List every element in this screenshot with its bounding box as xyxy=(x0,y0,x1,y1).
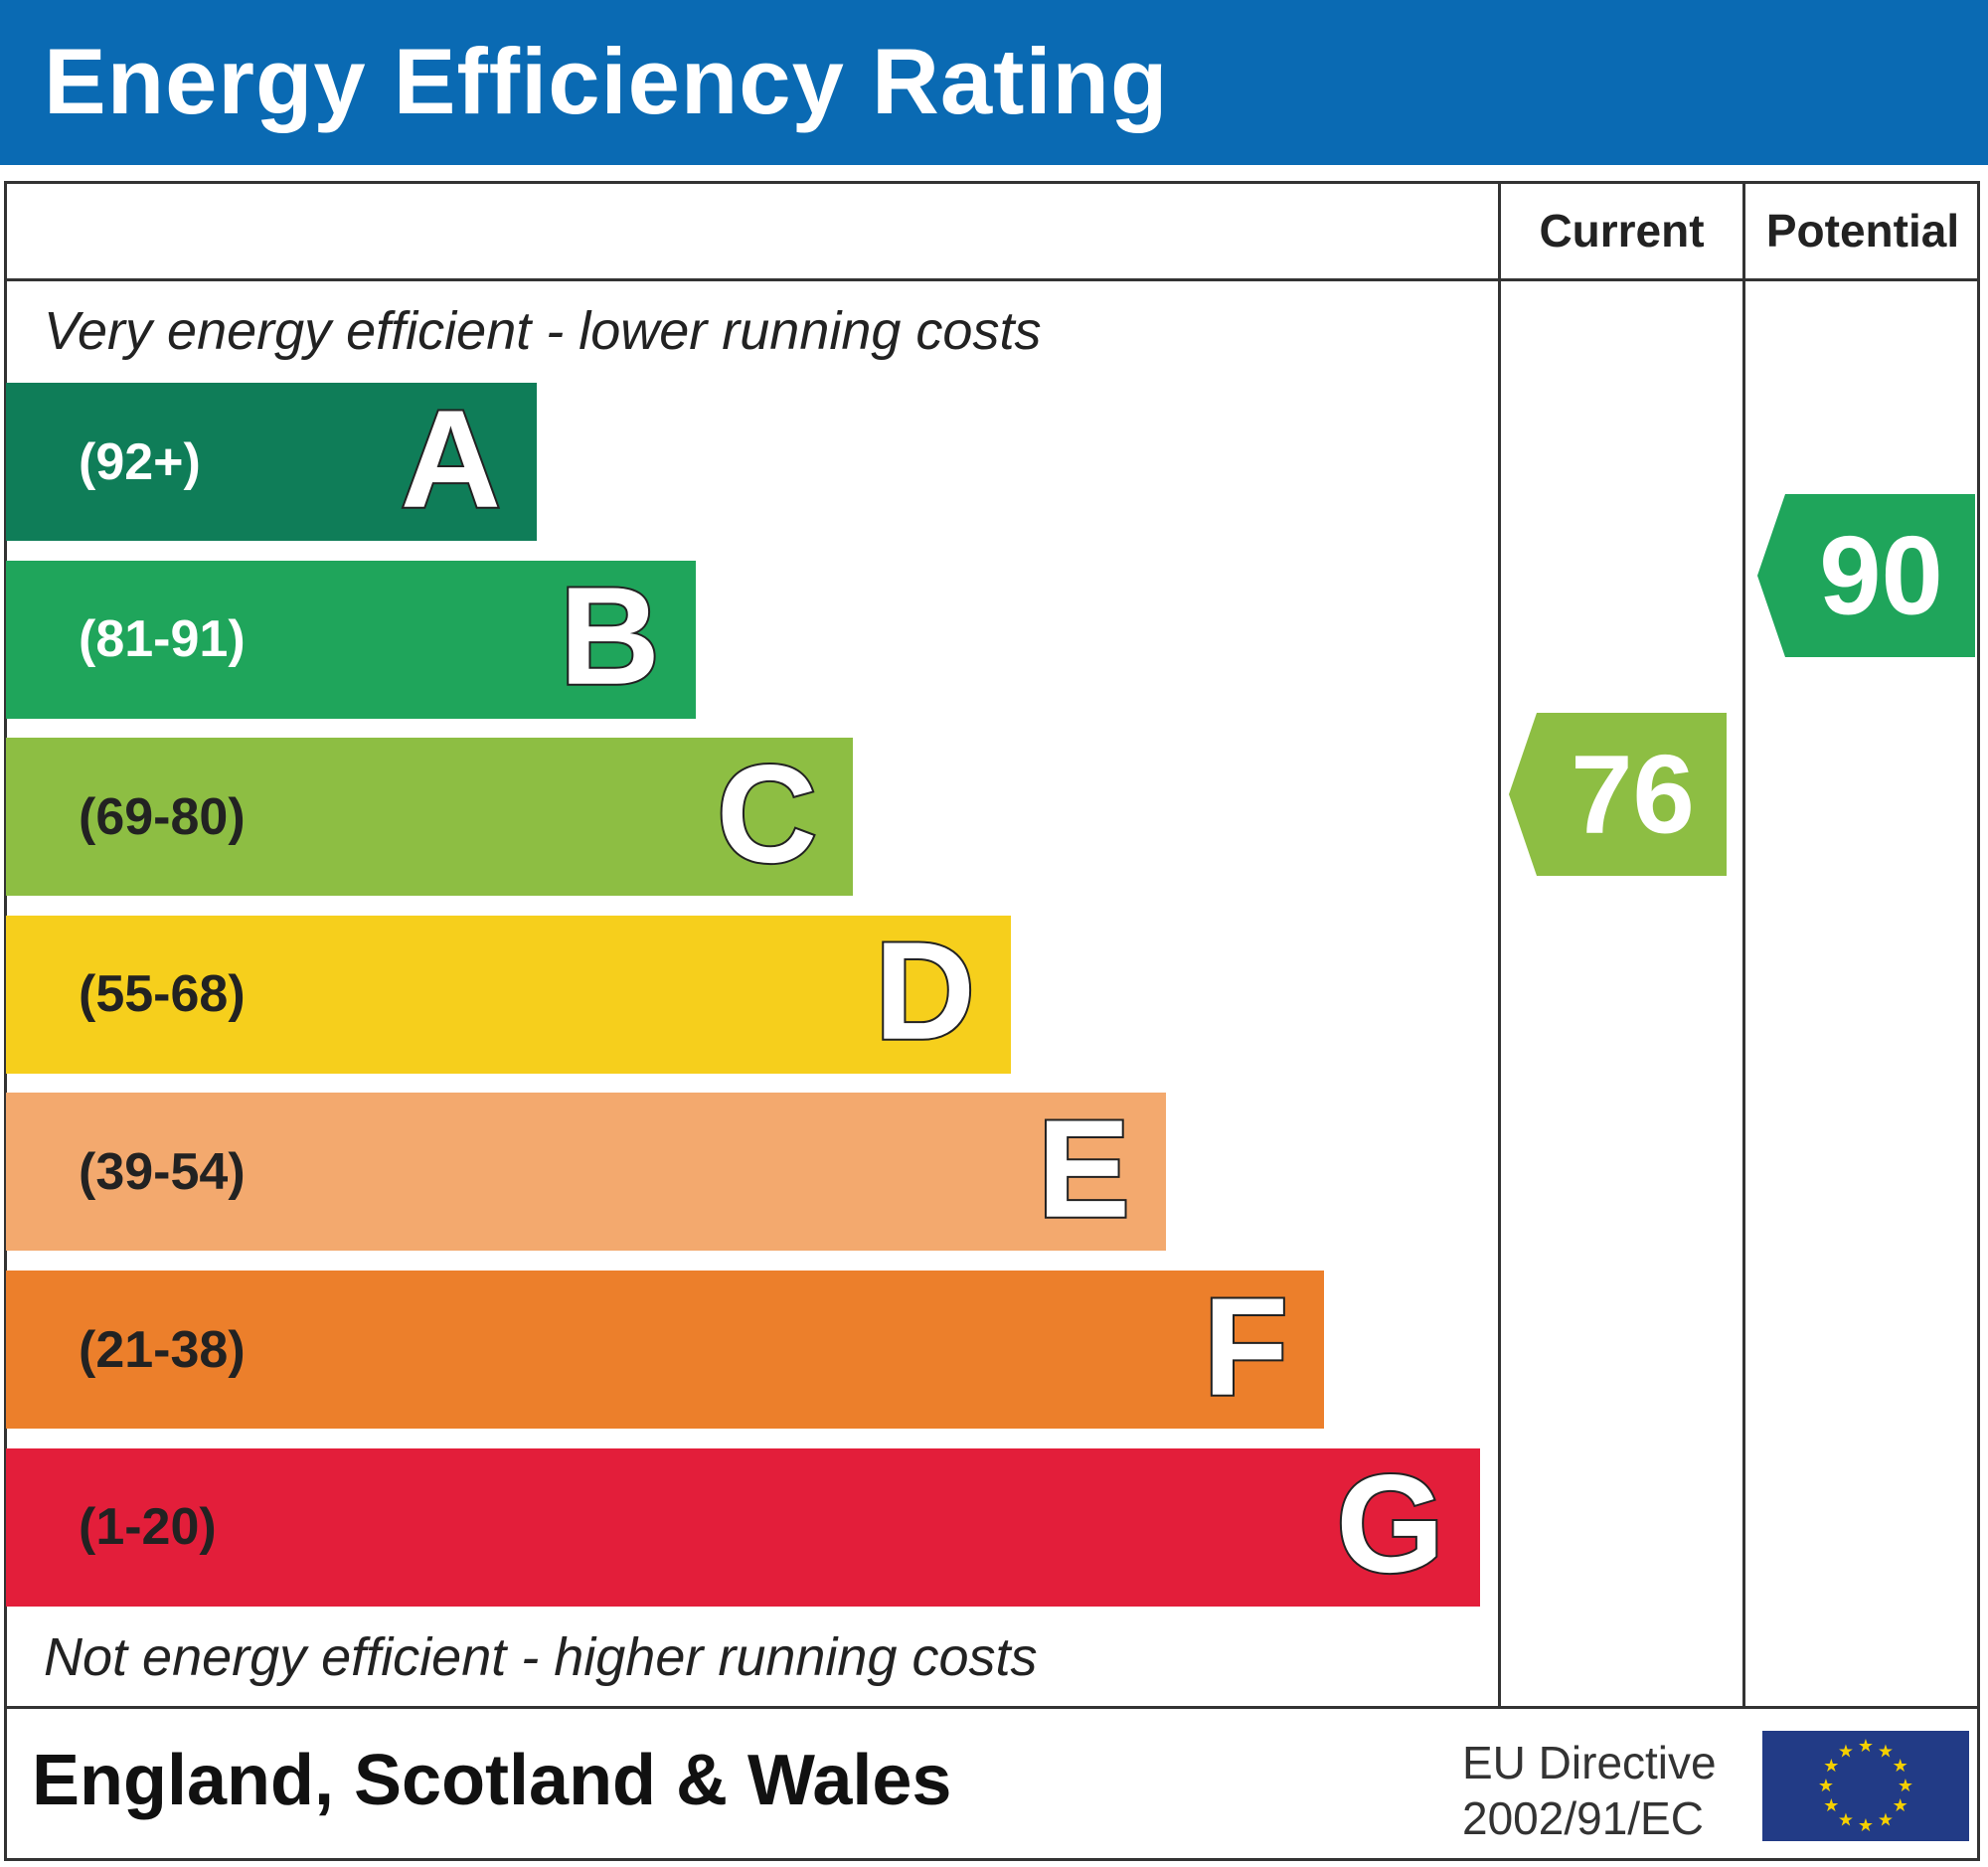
divider xyxy=(4,1706,1980,1709)
region-label: England, Scotland & Wales xyxy=(32,1741,952,1820)
band-range: (1-20) xyxy=(79,1498,217,1557)
eu-flag-icon: ★ ★ ★ ★ ★ ★ ★ ★ ★ ★ ★ ★ xyxy=(1762,1731,1969,1841)
directive-line-2: 2002/91/EC xyxy=(1462,1792,1704,1844)
band-letter: F xyxy=(1201,1266,1290,1426)
star-icon: ★ xyxy=(1878,1810,1894,1830)
star-icon: ★ xyxy=(1858,1736,1874,1756)
divider xyxy=(4,278,1980,281)
band-e: (39-54) E xyxy=(6,1089,1166,1252)
band-range: (55-68) xyxy=(79,965,246,1024)
divider xyxy=(1742,181,1745,1708)
star-icon: ★ xyxy=(1878,1741,1894,1761)
bottom-note: Not energy efficient - higher running co… xyxy=(44,1627,1038,1687)
star-icon: ★ xyxy=(1838,1810,1854,1830)
band-letter: D xyxy=(873,911,977,1071)
band-g: (1-20) G xyxy=(6,1443,1480,1607)
star-icon: ★ xyxy=(1893,1795,1908,1815)
band-range: (69-80) xyxy=(79,787,246,846)
star-icon: ★ xyxy=(1823,1795,1839,1815)
band-letter: E xyxy=(1036,1089,1132,1249)
directive-line-1: EU Directive xyxy=(1462,1737,1717,1788)
band-c: (69-80) C xyxy=(6,733,853,897)
band-f: (21-38) F xyxy=(6,1266,1324,1429)
current-rating-arrow: 76 xyxy=(1509,713,1727,876)
star-icon: ★ xyxy=(1818,1776,1834,1795)
star-icon: ★ xyxy=(1898,1776,1913,1795)
star-icon: ★ xyxy=(1858,1815,1874,1835)
potential-rating-value: 90 xyxy=(1819,513,1943,638)
band-d: (55-68) D xyxy=(6,911,1011,1074)
current-rating-value: 76 xyxy=(1571,732,1695,857)
band-range: (39-54) xyxy=(79,1142,246,1201)
band-letter: A xyxy=(399,378,503,538)
star-icon: ★ xyxy=(1893,1756,1908,1776)
rating-frame xyxy=(4,181,1980,1861)
band-range: (81-91) xyxy=(79,610,246,669)
column-header-current: Current xyxy=(1539,205,1705,256)
band-range: (21-38) xyxy=(79,1320,246,1379)
divider xyxy=(1498,181,1501,1708)
band-letter: G xyxy=(1334,1443,1446,1604)
star-icon: ★ xyxy=(1838,1741,1854,1761)
band-letter: B xyxy=(558,556,662,716)
band-b: (81-91) B xyxy=(6,556,696,719)
band-range: (92+) xyxy=(79,432,201,491)
title-banner: Energy Efficiency Rating xyxy=(0,0,1988,165)
band-a: (92+) A xyxy=(6,378,537,541)
page-title: Energy Efficiency Rating xyxy=(44,29,1169,133)
top-note: Very energy efficient - lower running co… xyxy=(44,301,1042,361)
band-letter: C xyxy=(715,733,819,893)
star-icon: ★ xyxy=(1823,1756,1839,1776)
potential-rating-arrow: 90 xyxy=(1757,494,1975,657)
column-header-potential: Potential xyxy=(1765,205,1960,256)
